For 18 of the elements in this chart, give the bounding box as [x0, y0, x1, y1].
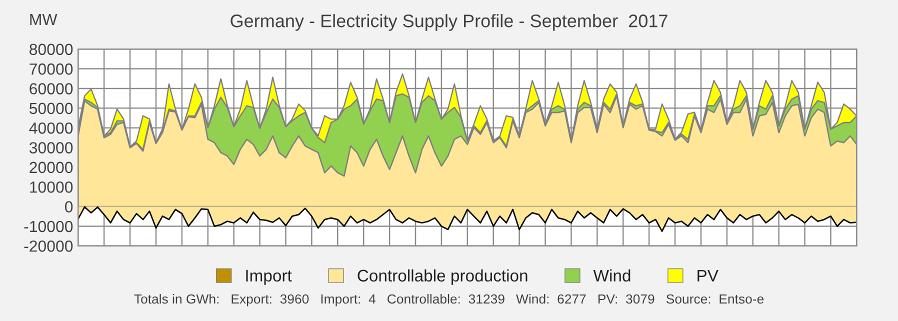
y-tick-label: 60000: [30, 83, 73, 94]
y-tick-label: 70000: [30, 63, 73, 75]
y-tick-label: -20000: [24, 240, 73, 252]
legend-label: Wind: [593, 269, 630, 282]
y-tick-label: 30000: [29, 142, 73, 154]
y-tick-label: 80000: [30, 44, 73, 56]
legend-label: Controllable production: [358, 269, 528, 285]
text: Totals in GWh: Export: 3960 Import: 4 Controllable: 31239 Wind: 6277 PV: 3079 Source: Entso-e: [134, 294, 764, 306]
y-tick-label: 0: [65, 201, 73, 212]
chart-title: Germany - Electricity Supply Profile - September 2017: [230, 14, 668, 31]
y-axis-title: MW: [30, 14, 58, 25]
y-tick-label: -10000: [24, 220, 73, 232]
legend-label: PV: [698, 270, 718, 282]
legend-label: Import: [246, 270, 292, 285]
y-tick-label: 50000: [29, 102, 73, 114]
y-tick-label: 40000: [29, 122, 73, 134]
y-tick-label: 10000: [30, 181, 73, 193]
y-tick-label: 20000: [30, 162, 73, 174]
